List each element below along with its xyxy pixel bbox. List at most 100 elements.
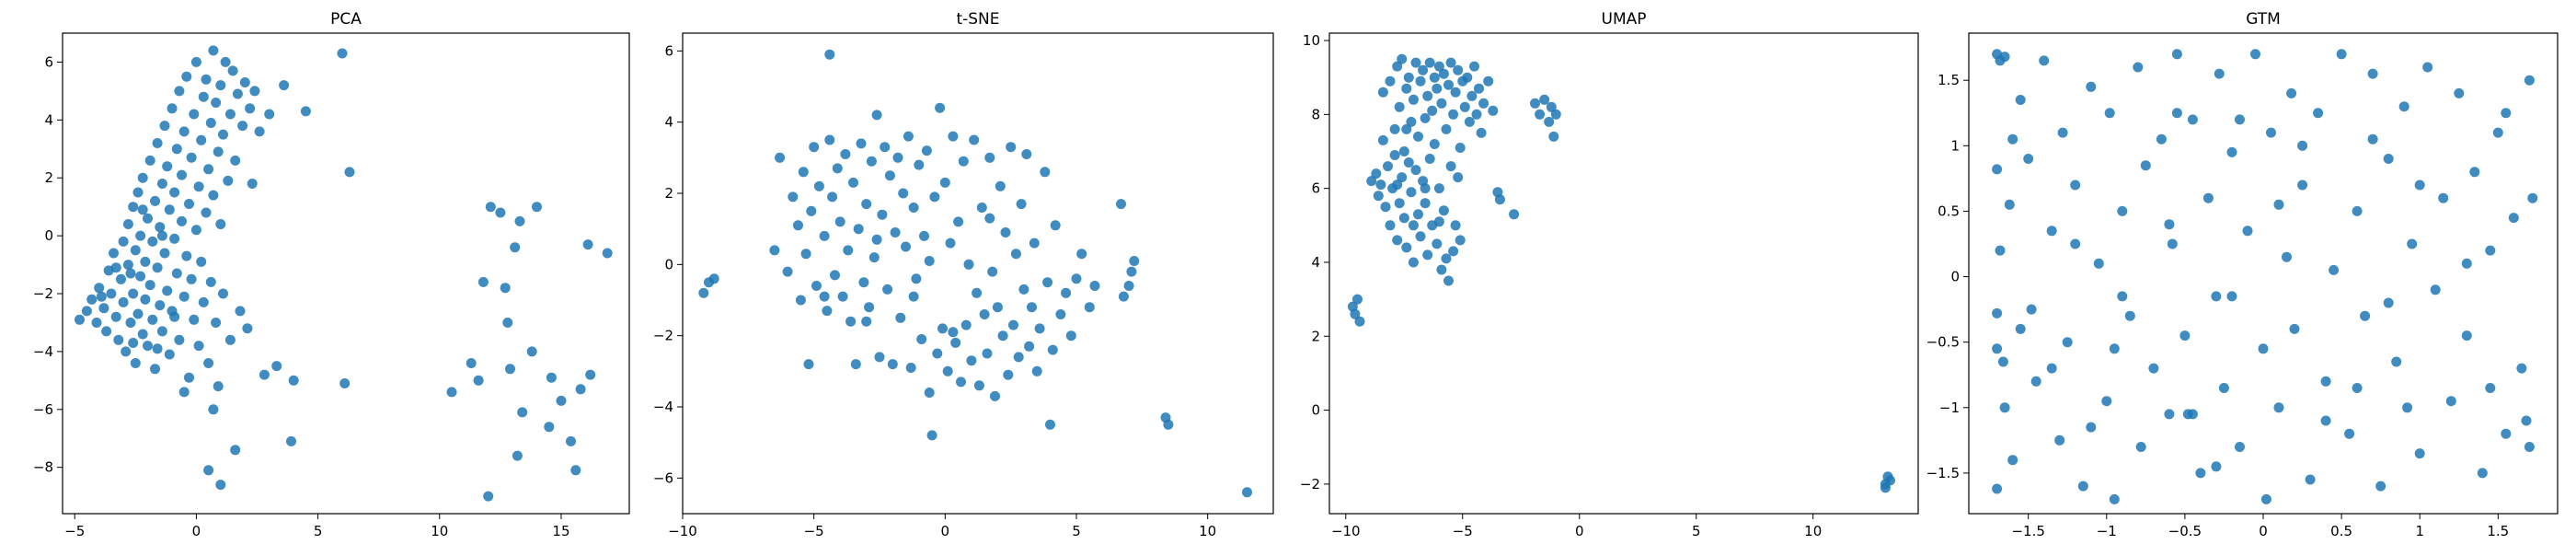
scatter-point xyxy=(137,204,148,215)
scatter-point xyxy=(1469,61,1479,72)
scatter-point xyxy=(135,230,146,241)
x-tick-label: −5 xyxy=(64,523,85,539)
scatter-point xyxy=(174,86,185,97)
scatter-point xyxy=(2086,81,2097,92)
y-tick-label: 2 xyxy=(664,185,673,202)
scatter-point xyxy=(819,291,830,302)
scatter-point xyxy=(2235,114,2245,125)
scatter-point xyxy=(1398,213,1409,224)
scatter-point xyxy=(164,349,175,360)
y-tick-label: −6 xyxy=(33,401,53,418)
scatter-point xyxy=(834,216,845,227)
scatter-point xyxy=(155,300,166,311)
scatter-point xyxy=(956,376,966,388)
scatter-point xyxy=(984,213,995,224)
scatter-point xyxy=(144,280,155,291)
scatter-point xyxy=(130,358,141,368)
scatter-point xyxy=(948,131,959,142)
scatter-point xyxy=(1000,227,1011,237)
scatter-point xyxy=(1450,87,1461,98)
axes-frame xyxy=(682,32,1274,515)
scatter-point xyxy=(1401,123,1412,134)
scatter-point xyxy=(1047,344,1058,355)
scatter-point xyxy=(132,308,144,319)
scatter-point xyxy=(575,384,586,395)
scatter-point xyxy=(1880,482,1891,493)
scatter-point xyxy=(1389,150,1400,160)
scatter-point xyxy=(242,323,253,334)
scatter-point xyxy=(973,380,984,391)
scatter-point xyxy=(1433,216,1444,227)
scatter-point xyxy=(140,294,151,305)
scatter-point xyxy=(181,250,192,261)
y-tick-label: −2 xyxy=(1300,476,1320,492)
scatter-point xyxy=(2313,108,2324,119)
scatter-point xyxy=(106,288,117,299)
scatter-point xyxy=(184,199,194,209)
scatter-point xyxy=(1040,167,1051,178)
scatter-point xyxy=(1466,90,1478,101)
scatter-point xyxy=(1394,198,1405,209)
scatter-point xyxy=(109,248,119,259)
scatter-point xyxy=(2039,55,2050,66)
scatter-point xyxy=(845,316,857,327)
scatter-point xyxy=(264,109,275,120)
scatter-point xyxy=(288,375,299,386)
scatter-point xyxy=(2057,127,2068,138)
scatter-point xyxy=(152,138,163,148)
scatter-point xyxy=(1084,302,1095,313)
scatter-point xyxy=(1354,316,1365,327)
scatter-point xyxy=(908,291,919,302)
scatter-point xyxy=(245,103,256,114)
y-tick-label: 1 xyxy=(1950,137,1960,154)
subplot-pca: PCA −5 0 5 10 15 −8 −6 −4 −2 0 2 4 6 xyxy=(33,10,630,539)
scatter-point xyxy=(2492,127,2503,138)
scatter-point xyxy=(1042,277,1053,288)
scatter-point xyxy=(2171,49,2182,60)
x-tick-label: −5 xyxy=(804,523,824,539)
scatter-point xyxy=(882,284,893,295)
scatter-point xyxy=(1408,94,1419,105)
scatter-point xyxy=(2521,415,2532,426)
scatter-point xyxy=(566,435,576,446)
y-tick-label: −6 xyxy=(653,469,673,486)
scatter-point xyxy=(2501,108,2512,119)
scatter-point xyxy=(1383,161,1393,172)
scatter-point xyxy=(1021,149,1032,159)
scatter-point xyxy=(2148,363,2159,374)
scatter-point xyxy=(2527,192,2538,203)
scatter-point xyxy=(2015,323,2026,334)
scatter-point xyxy=(775,152,786,163)
scatter-point xyxy=(585,369,596,380)
scatter-point xyxy=(1024,341,1035,352)
scatter-point xyxy=(169,311,180,322)
scatter-point xyxy=(1450,220,1461,231)
scatter-point xyxy=(279,80,290,91)
scatter-point xyxy=(546,372,557,383)
scatter-point xyxy=(905,363,916,373)
x-tick-label: 1 xyxy=(2415,523,2424,539)
scatter-point xyxy=(1242,487,1252,498)
x-tick-label: −10 xyxy=(1331,523,1361,539)
y-tick-label: 6 xyxy=(664,42,673,59)
scatter-point xyxy=(193,341,204,352)
scatter-point xyxy=(2461,330,2472,342)
scatter-point xyxy=(2320,376,2331,387)
x-tick-label: 10 xyxy=(1199,523,1216,539)
scatter-point xyxy=(1436,98,1447,109)
scatter-point xyxy=(205,118,216,128)
scatter-point xyxy=(2438,192,2449,203)
scatter-point xyxy=(892,152,903,163)
scatter-point xyxy=(945,237,956,249)
scatter-point xyxy=(795,295,806,306)
scatter-point xyxy=(1397,53,1408,64)
scatter-point xyxy=(1455,235,1466,246)
scatter-point xyxy=(898,188,909,199)
scatter-point xyxy=(1123,281,1134,291)
x-tick-label: −10 xyxy=(668,523,697,539)
scatter-point xyxy=(178,387,190,398)
scatter-point xyxy=(232,88,243,99)
scatter-point xyxy=(890,227,901,237)
scatter-point xyxy=(1392,235,1403,246)
x-tick-label: 5 xyxy=(1692,523,1701,539)
